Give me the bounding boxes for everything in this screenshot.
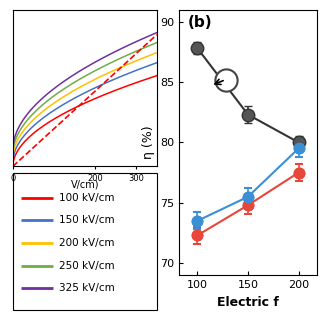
Text: 250 kV/cm: 250 kV/cm xyxy=(59,261,115,271)
Text: 150 kV/cm: 150 kV/cm xyxy=(59,215,115,225)
Text: V/cm): V/cm) xyxy=(70,179,99,189)
X-axis label: Electric f: Electric f xyxy=(217,296,279,308)
Text: 100 kV/cm: 100 kV/cm xyxy=(59,193,114,203)
Text: 200 kV/cm: 200 kV/cm xyxy=(59,238,114,248)
Y-axis label: η (%): η (%) xyxy=(142,125,155,159)
Text: (b): (b) xyxy=(188,15,212,30)
Text: 325 kV/cm: 325 kV/cm xyxy=(59,284,115,293)
